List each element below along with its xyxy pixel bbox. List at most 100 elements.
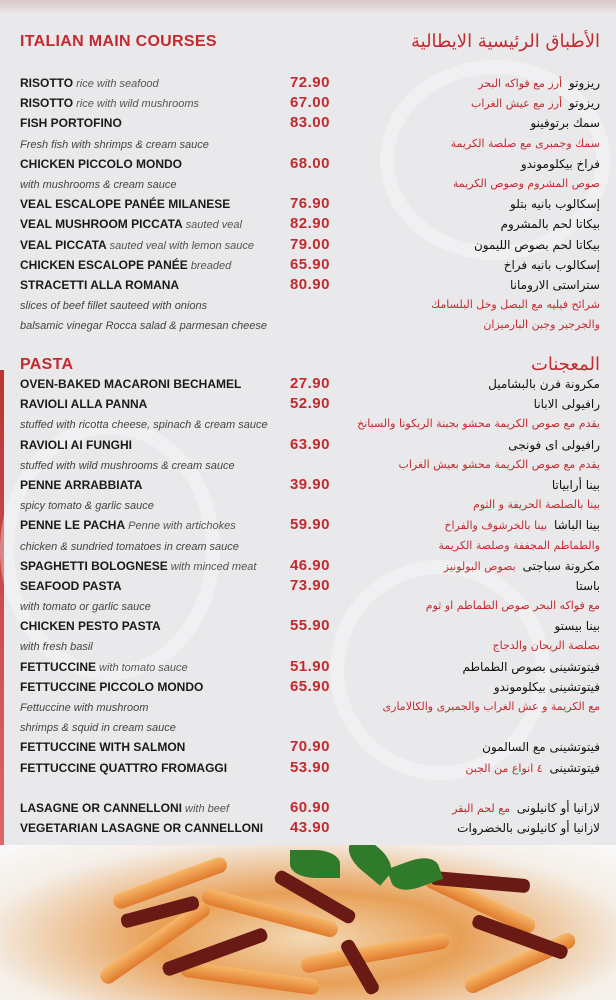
menu-item: RISOTTO rice with seafood 72.90 ريزوتو أرز … <box>20 73 614 93</box>
item-name: RAVIOLI ALLA PANNA <box>20 397 148 412</box>
item-description: breaded <box>190 259 232 272</box>
item-description: sauted veal with lemon sauce <box>109 239 254 252</box>
item-description-ar: ٤ انواع من الجبن <box>465 761 543 775</box>
item-name-ar: رافيولى اى فونجى <box>508 437 600 452</box>
menu-item: CHICKEN PICCOLO MONDO 68.00 فراخ بيكلوموند… <box>20 154 614 174</box>
item-name: OVEN-BAKED MACARONI BECHAMEL <box>20 377 242 391</box>
item-description: sauted veal <box>185 219 242 232</box>
item-price: 68.00 <box>289 154 330 172</box>
item-name: SPAGHETTI BOLOGNESE <box>20 558 168 573</box>
menu-item: VEAL MUSHROOM PICCATA sauted veal 82.90 بيك… <box>20 214 614 234</box>
main-courses-list: RISOTTO rice with seafood 72.90 ريزوتو أرز … <box>20 73 614 335</box>
item-description: with minced meat <box>170 560 257 573</box>
menu-item: RAVIOLI ALLA PANNA 52.90 رافيولى الابانا <box>20 394 614 414</box>
item-name-ar: مكرونة فرن بالبشاميل <box>488 377 600 391</box>
item-name-ar: فيتوتشينى مع السالمون <box>482 740 600 755</box>
item-name: PENNE LE PACHA <box>20 518 126 533</box>
item-note-en: shrimps & squid in cream sauce <box>20 722 176 735</box>
item-note-en: chicken & sundried tomatoes in cream sau… <box>20 540 239 553</box>
item-note: with fresh basil بصلصة الريحان والدجاج <box>20 636 614 656</box>
menu-item: LASAGNE OR CANNELLONI with beef 60.90 لازان… <box>20 798 614 818</box>
item-name-ar: فيتوتشينى بصوص الطماطم <box>462 659 600 674</box>
item-name: VEAL PICCATA <box>20 237 107 252</box>
menu-item: CHICKEN ESCALOPE PANÉE breaded 65.90 إسكالو… <box>20 255 614 275</box>
item-note-en: with mushrooms & cream sauce <box>20 178 177 191</box>
menu-item: PENNE LE PACHA Penne with artichokes 59.90… <box>20 515 614 535</box>
item-name-ar: باستا <box>575 578 600 593</box>
menu-item: RAVIOLI AI FUNGHI 63.90 رافيولى اى فونجى <box>20 435 614 455</box>
item-description-ar: أرز مع فواكه البحر <box>478 77 563 90</box>
item-price: 53.90 <box>289 758 330 776</box>
spacer <box>20 778 614 798</box>
item-name: VEAL ESCALOPE PANÉE MILANESE <box>20 197 231 212</box>
item-note: with mushrooms & cream sauce صوص المشروم … <box>20 174 614 194</box>
item-name-ar: بينا الباشا <box>553 518 600 533</box>
item-note: chicken & sundried tomatoes in cream sau… <box>20 536 614 556</box>
item-price: 65.90 <box>289 677 330 695</box>
item-note: stuffed with ricotta cheese, spinach & c… <box>20 414 614 434</box>
menu-item: FETTUCCINE QUATTRO FROMAGGI 53.90 فيتوتشين… <box>20 758 614 778</box>
item-note-en: with fresh basil <box>20 641 93 654</box>
item-price: 43.90 <box>289 819 330 837</box>
item-name: FETTUCCINE WITH SALMON <box>20 740 186 755</box>
item-name-ar: بيكاتا لحم بصوص الليمون <box>473 237 600 252</box>
menu-item: PENNE ARRABBIATA 39.90 بينا أرابياتا <box>20 475 614 495</box>
item-note-ar: يقدم مع صوص الكريمة محشو بجبنة الريكوتا … <box>357 417 600 431</box>
item-name: FETTUCCINE PICCOLO MONDO <box>20 679 204 694</box>
item-description: rice with wild mushrooms <box>76 98 199 111</box>
menu-item: SEAFOOD PASTA 73.90 باستا <box>20 576 614 596</box>
item-name-ar: رافيولى الابانا <box>533 397 600 412</box>
item-note-ar: سمك وجمبرى مع صلصة الكريمة <box>450 136 600 150</box>
section-title-ar: الأطباق الرئيسية الايطالية <box>410 31 600 52</box>
menu-item: STRACETTI ALLA ROMANA 80.90 ستراستى الاروم… <box>20 275 614 295</box>
item-note-ar: شرائح فيليه مع البصل وخل البلسامك <box>431 298 600 312</box>
item-name-ar: بينا بيستو <box>554 619 600 634</box>
item-description: Penne with artichokes <box>128 520 236 533</box>
menu-item: SPAGHETTI BOLOGNESE with minced meat 46.90… <box>20 556 614 576</box>
item-description: with tomato sauce <box>99 661 188 674</box>
item-description: rice with seafood <box>76 78 159 90</box>
item-note-en: stuffed with wild mushrooms & cream sauc… <box>20 459 235 472</box>
item-name-ar: لازانيا أو كانيلونى <box>516 800 600 815</box>
item-note-ar: صوص المشروم وصوص الكريمة <box>452 176 600 190</box>
item-price: 63.90 <box>289 435 330 453</box>
item-note: with tomato or garlic sauce مع فواكه البح… <box>20 596 614 616</box>
item-name-ar: ستراستى الارومانا <box>510 277 600 292</box>
item-note-ar: بصلصة الريحان والدجاج <box>492 639 601 653</box>
menu-item: FETTUCCINE PICCOLO MONDO 65.90 فيتوتشينى ب… <box>20 677 614 697</box>
item-note: Fettuccine with mushroom مع الكريمة و عش … <box>20 697 614 717</box>
item-note: spicy tomato & garlic sauce بينا بالصلصة … <box>20 495 614 515</box>
item-name-ar: إسكالوب بانيه بتلو <box>510 197 600 212</box>
item-note-ar: والطماطم المجففة وصلصة الكريمة <box>438 538 600 552</box>
item-note-en: Fresh fish with shrimps & cream sauce <box>20 138 209 151</box>
item-name: CHICKEN ESCALOPE PANÉE <box>20 257 188 272</box>
section-header-main-courses: ITALIAN MAIN COURSES الأطباق الرئيسية ال… <box>20 31 600 52</box>
item-price: 52.90 <box>289 395 330 413</box>
menu-item: VEAL PICCATA sauted veal with lemon sauce… <box>20 235 614 255</box>
item-name-ar: فيتوتشينى <box>549 760 600 775</box>
item-price: 67.00 <box>289 94 330 112</box>
item-name: VEAL MUSHROOM PICCATA <box>20 217 183 232</box>
item-price: 65.90 <box>289 255 330 273</box>
item-note-ar: مع فواكه البحر صوص الطماطم او ثوم <box>425 599 600 613</box>
item-note-ar: مع الكريمة و عش الغراب والجمبرى والكالام… <box>382 700 600 713</box>
item-name: FETTUCCINE <box>20 659 96 674</box>
item-name: FISH PORTOFINO <box>20 116 122 131</box>
item-name-ar: فيتوتشينى بيكلوموندو <box>493 679 600 694</box>
item-name: VEGETARIAN LASAGNE OR CANNELLONI <box>20 821 264 836</box>
item-description-ar: أرز مع عيش الغراب <box>471 97 563 111</box>
item-note-en: slices of beef fillet sauteed with onion… <box>20 300 208 313</box>
menu-item: FETTUCCINE WITH SALMON 70.90 فيتوتشينى مع … <box>20 737 614 757</box>
item-note-en: balsamic vinegar Rocca salad & parmesan … <box>20 320 268 333</box>
item-name-ar: بيكاتا لحم بالمشروم <box>500 217 600 232</box>
section-title-en: PASTA <box>20 355 74 373</box>
item-name: FETTUCCINE QUATTRO FROMAGGI <box>20 760 228 775</box>
menu-item: VEAL ESCALOPE PANÉE MILANESE 76.90 إسكالوب… <box>20 194 614 214</box>
item-note: slices of beef fillet sauteed with onion… <box>20 295 614 315</box>
pasta-dish-photo <box>0 845 616 1000</box>
item-name: SEAFOOD PASTA <box>20 578 122 593</box>
left-accent-band <box>0 370 4 845</box>
item-price: 27.90 <box>289 375 330 392</box>
item-description-ar: بصوص البولونيز <box>443 559 516 573</box>
section-title-ar: المعجنات <box>530 354 600 375</box>
